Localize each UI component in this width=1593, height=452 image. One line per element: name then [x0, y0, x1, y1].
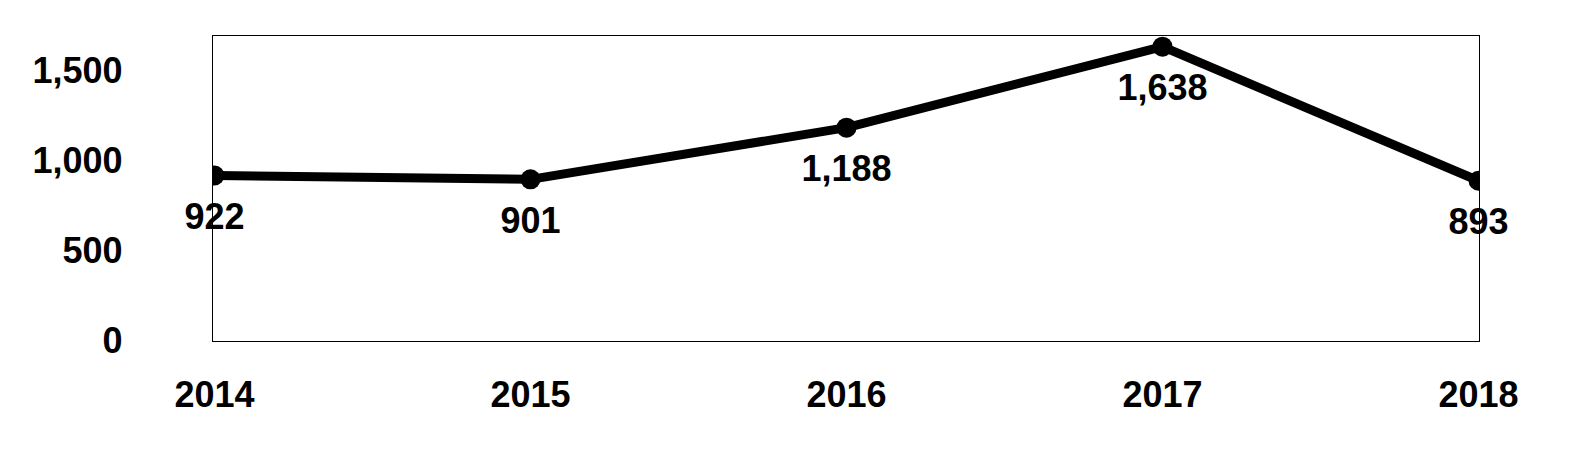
svg-text:1,638: 1,638: [1117, 67, 1207, 108]
svg-text:2017: 2017: [1122, 374, 1202, 415]
svg-text:2015: 2015: [490, 374, 570, 415]
svg-text:922: 922: [184, 196, 244, 237]
svg-text:1,000: 1,000: [32, 140, 122, 181]
svg-text:893: 893: [1448, 201, 1508, 242]
svg-text:2016: 2016: [806, 374, 886, 415]
svg-text:2014: 2014: [174, 374, 254, 415]
svg-text:901: 901: [500, 200, 560, 241]
svg-text:2018: 2018: [1438, 374, 1518, 415]
svg-text:500: 500: [62, 230, 122, 271]
svg-text:0: 0: [102, 320, 122, 361]
svg-text:1,188: 1,188: [801, 148, 891, 189]
svg-text:1,500: 1,500: [32, 50, 122, 91]
